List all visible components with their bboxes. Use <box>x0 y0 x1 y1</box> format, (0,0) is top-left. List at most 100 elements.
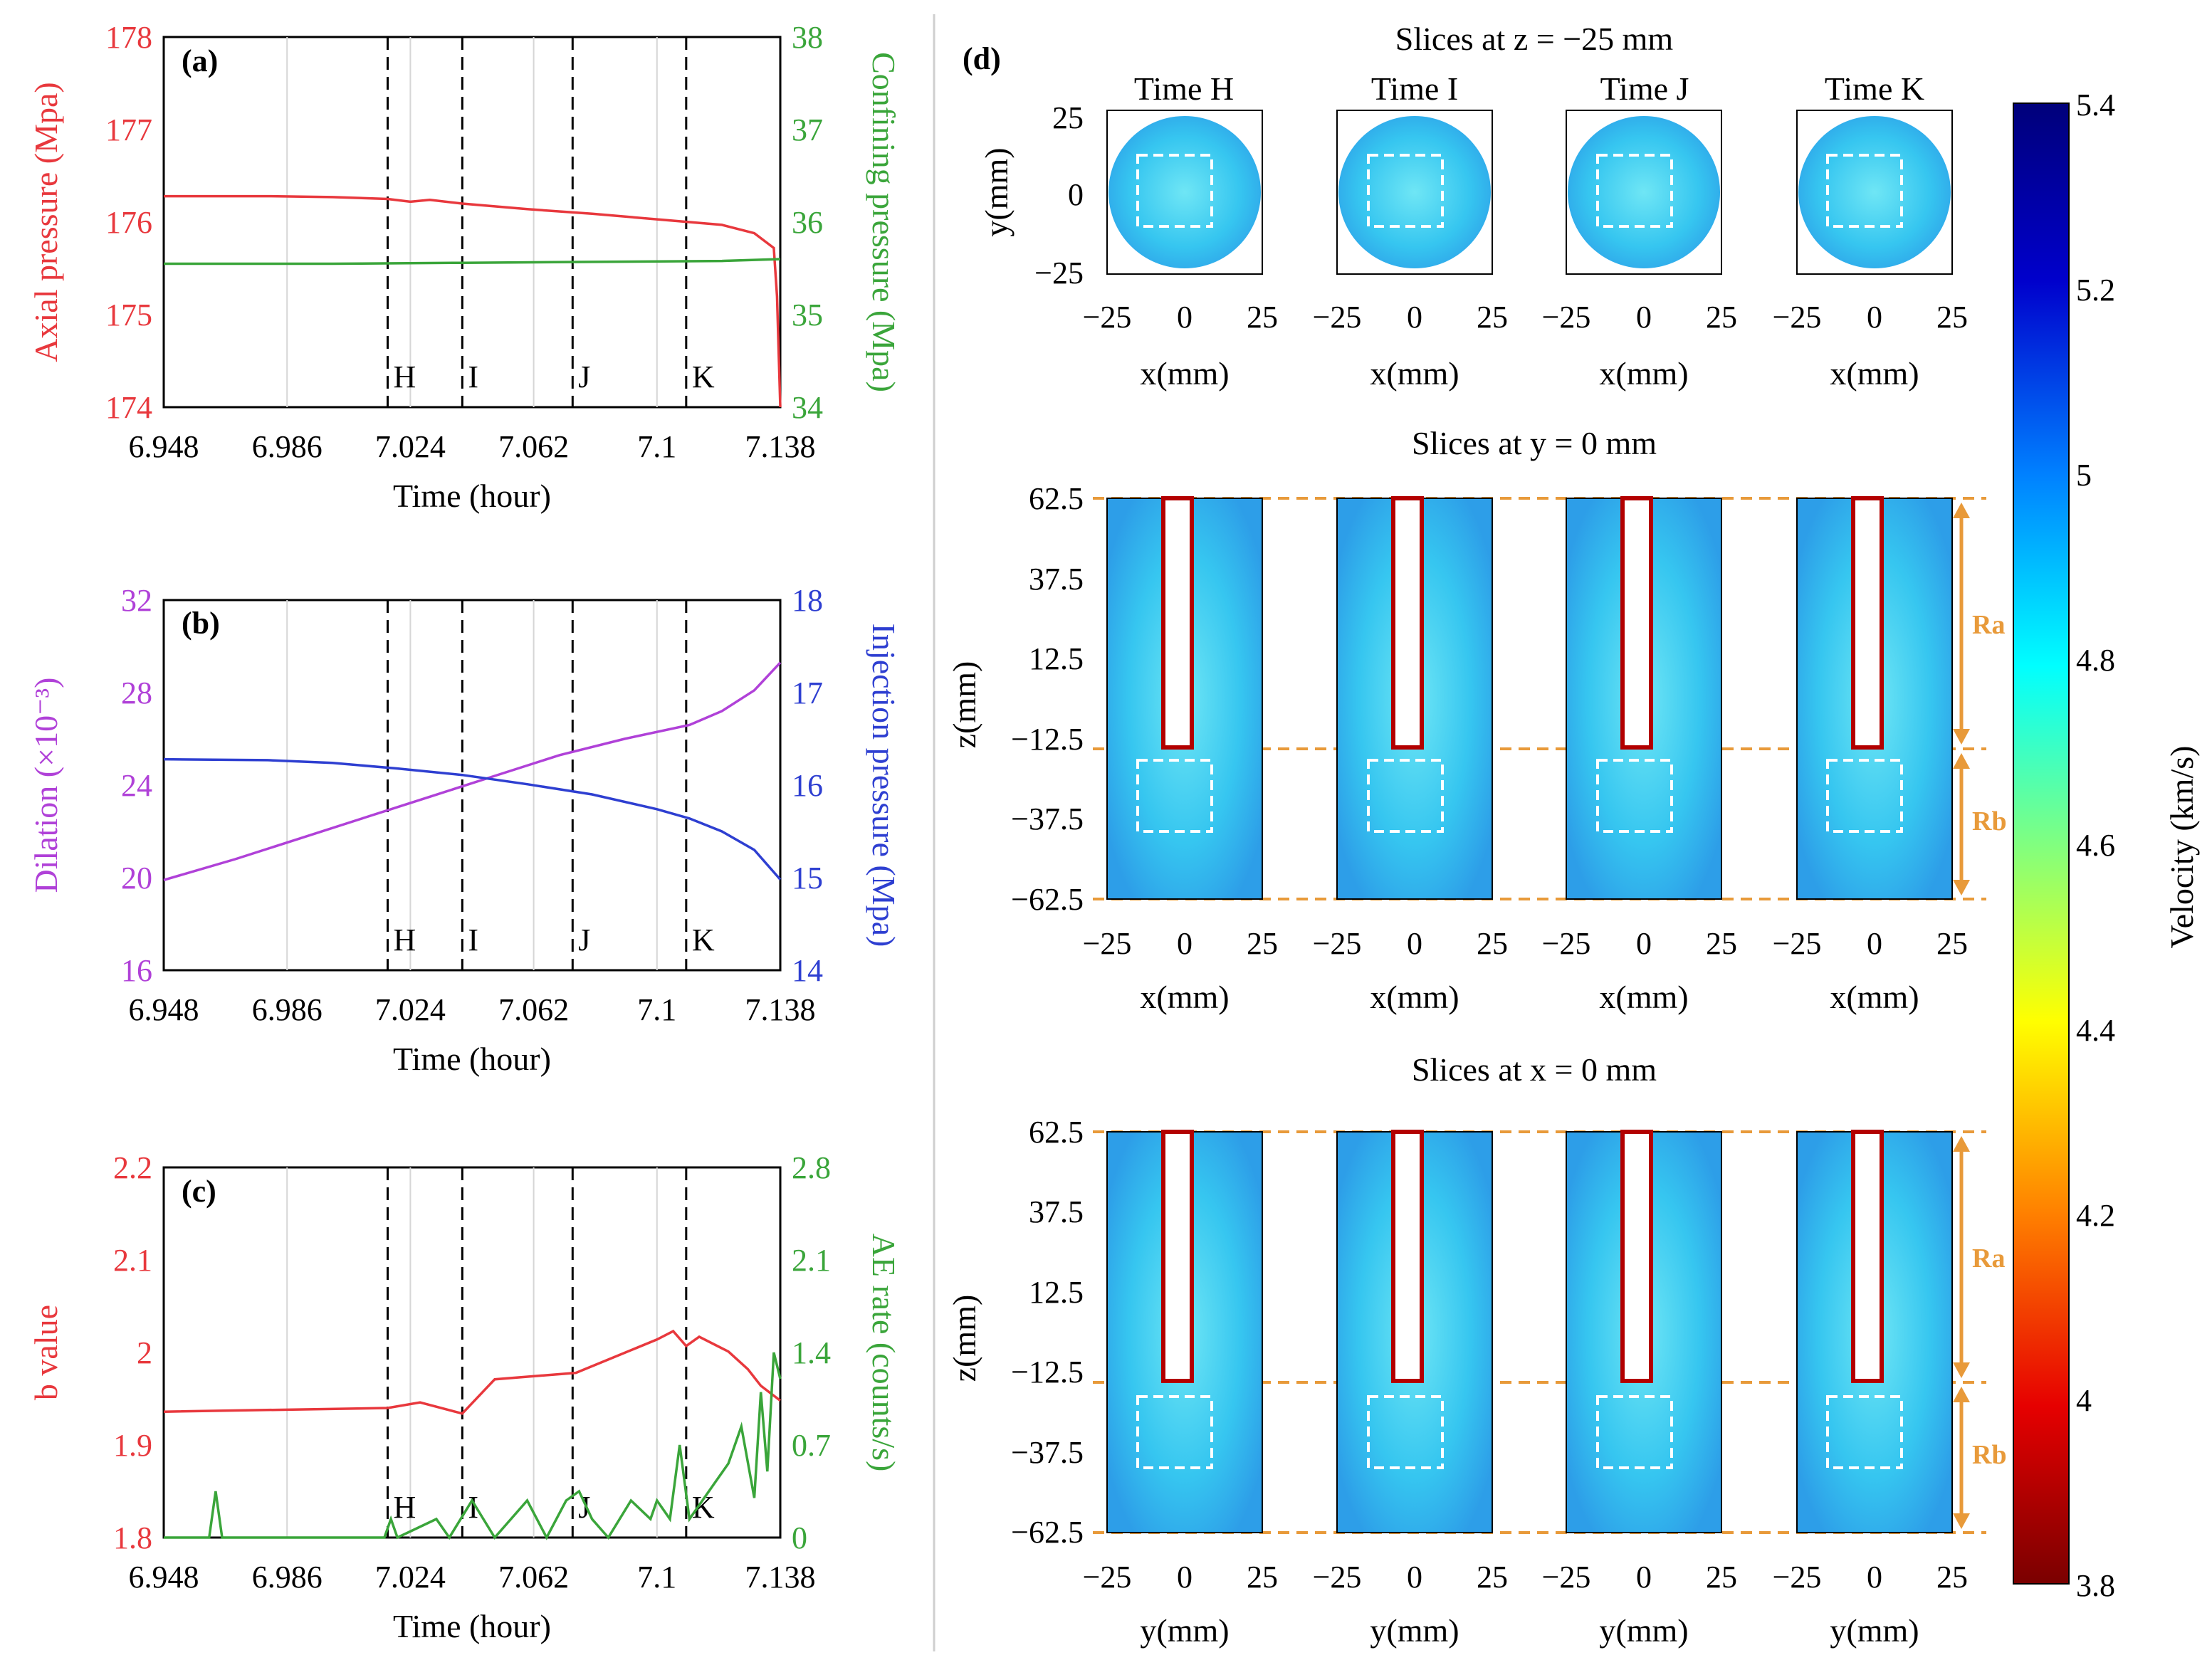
colorbar-tick: 4.4 <box>2076 1013 2115 1048</box>
z-slice-xtick: 0 <box>1636 300 1652 335</box>
x-tick-label: 7.024 <box>375 992 446 1027</box>
z-slice-xtick: −25 <box>1773 300 1822 335</box>
y-slice-h-roi <box>1136 759 1213 833</box>
x-slice-xlabel: y(mm) <box>1370 1612 1459 1649</box>
x-tick-label: 6.986 <box>252 429 323 464</box>
z-slice-ytick-bottom: −25 <box>1034 256 1084 290</box>
x-slice-xtick: 0 <box>1636 1560 1652 1594</box>
z-slice-xtick: 25 <box>1477 300 1508 335</box>
y-tick-label: 177 <box>105 112 152 147</box>
series-line-1 <box>164 194 782 408</box>
x-slice-k <box>1796 1130 1953 1533</box>
x-tick-label: 7.1 <box>637 429 676 464</box>
panel-b: (b) <box>162 599 782 972</box>
velocity-colorbar: 5.4 5.2 5 4.8 4.6 4.4 4.2 4 3.8 Velocity… <box>2013 88 2200 1603</box>
time-label-j: Time J <box>1600 70 1689 107</box>
x-tick-label: 7.062 <box>498 429 569 464</box>
x-tick-label: 6.986 <box>252 1560 323 1594</box>
x-tick-label: 7.024 <box>375 1560 446 1594</box>
y-slice-xlabel: x(mm) <box>1370 979 1459 1015</box>
y-tick-label: 176 <box>105 205 152 240</box>
x-slice-i-roi <box>1367 1395 1444 1469</box>
x-slice-xtick: −25 <box>1542 1560 1591 1594</box>
x-tick-label: 6.948 <box>129 992 199 1027</box>
colorbar-gradient <box>2013 103 2070 1585</box>
y2-tick-label: 37 <box>792 112 823 147</box>
y-tick-label: 178 <box>105 20 152 55</box>
panel-b-letter: (b) <box>182 606 220 641</box>
x-slice-ytick: −62.5 <box>1011 1515 1084 1550</box>
y-slice-ylabel: z(mm) <box>946 661 982 749</box>
y-slice-xtick: −25 <box>1773 926 1822 961</box>
x-slice-xtick: 25 <box>1247 1560 1278 1594</box>
y-slice-title: Slices at y = 0 mm <box>1412 425 1657 461</box>
colorbar-tick: 3.8 <box>2076 1568 2115 1603</box>
y-slice-xlabel: x(mm) <box>1830 979 1919 1015</box>
x-slice-ylabel: z(mm) <box>946 1295 982 1382</box>
y-slice-j-borehole <box>1620 496 1653 750</box>
colorbar-tick: 5.4 <box>2076 88 2115 122</box>
x-slice-j-roi <box>1596 1395 1673 1469</box>
x-slice-j-borehole <box>1620 1130 1653 1383</box>
y2-axis-label: AE rate (counts/s) <box>866 1234 902 1472</box>
y-axis-label: Dilation (×10⁻³) <box>28 678 64 893</box>
chart-1-marks: 6.948 6.986 7.024 7.062 7.1 7.138 178 177 176 175… <box>28 20 902 514</box>
y-slice-h-borehole <box>1161 496 1194 750</box>
y2-axis-label: Confining pressure (Mpa) <box>866 52 902 392</box>
z-slice-h <box>1106 110 1263 275</box>
y-slice-ytick: 62.5 <box>1029 481 1084 516</box>
colorbar-tick: 5 <box>2076 458 2092 493</box>
z-slice-ytick-mid: 0 <box>1068 177 1084 212</box>
chart-2-marks: 6.948 6.986 7.024 7.062 7.1 7.138 32 28 24 20 16 18… <box>28 583 902 1077</box>
series-line-2 <box>164 258 781 266</box>
colorbar-tick: 4 <box>2076 1383 2092 1418</box>
x-slice-k-roi <box>1826 1395 1903 1469</box>
z-slice-xlabels: x(mm) x(mm) x(mm) x(mm) <box>1140 355 1919 392</box>
z-slice-i <box>1336 110 1493 275</box>
panel-c: (c) <box>162 1166 782 1539</box>
colorbar-tick: 4.2 <box>2076 1198 2115 1233</box>
x-slice-j <box>1566 1130 1722 1533</box>
y2-tick-label: 15 <box>792 861 823 895</box>
y-tick-label: 2.1 <box>113 1243 152 1278</box>
z-slice-title: Slices at z = −25 mm <box>1395 21 1674 57</box>
x-slice-xtick: 25 <box>1936 1560 1968 1594</box>
z-slice-k-roi <box>1826 154 1903 228</box>
y-slice-xtick: 25 <box>1477 926 1508 961</box>
colorbar-tick: 4.6 <box>2076 828 2115 863</box>
z-slice-ytick-top: 25 <box>1052 100 1084 135</box>
x-tick-label: 7.062 <box>498 1560 569 1594</box>
x-slice-region-markers: Ra Rb <box>1953 1136 2007 1529</box>
colorbar-label: Velocity (km/s) <box>2164 746 2200 949</box>
x-slice-i-borehole <box>1391 1130 1424 1383</box>
z-slice-xtick: 0 <box>1177 300 1193 335</box>
x-slice-xlabel: y(mm) <box>1140 1612 1229 1649</box>
region-ra-arrow-head-bottom <box>1953 729 1970 745</box>
z-slice-xtick: 0 <box>1407 300 1422 335</box>
y2-tick-label: 2.1 <box>792 1243 831 1278</box>
region-ra-arrow-head-top <box>1953 1136 1970 1152</box>
y-slice-xtick: 0 <box>1867 926 1882 961</box>
region-rb-arrow-head-top <box>1953 753 1970 769</box>
region-rb-arrow-head-bottom <box>1953 1513 1970 1529</box>
y2-axis-label: Injection pressure (Mpa) <box>866 624 902 947</box>
x-slice-xlabel: y(mm) <box>1830 1612 1919 1649</box>
x-tick-label: 7.062 <box>498 992 569 1027</box>
z-slice-k-field <box>1798 116 1951 268</box>
x-slice-title: Slices at x = 0 mm <box>1412 1051 1657 1088</box>
colorbar-tick: 5.2 <box>2076 273 2115 308</box>
panel-c-frame <box>162 1166 782 1539</box>
y-slice-j <box>1566 496 1722 900</box>
event-marker-label: J <box>578 359 590 394</box>
z-slice-j-field <box>1568 116 1720 268</box>
y-tick-label: 28 <box>121 676 152 710</box>
x-slice-h-borehole <box>1161 1130 1194 1383</box>
panel-d: (d) Slices at z = −25 mm Slices at y = 0… <box>946 21 2200 1649</box>
y2-tick-label: 16 <box>792 768 823 803</box>
z-slice-xlabel: x(mm) <box>1599 355 1688 392</box>
y-slice-xticks: −25 0 25 −25 0 25 −25 0 25 −25 0 25 <box>1083 926 1968 961</box>
panel-d-letter: (d) <box>963 41 1001 76</box>
z-slice-i-roi <box>1367 154 1444 228</box>
y-slice-k-roi <box>1826 759 1903 833</box>
